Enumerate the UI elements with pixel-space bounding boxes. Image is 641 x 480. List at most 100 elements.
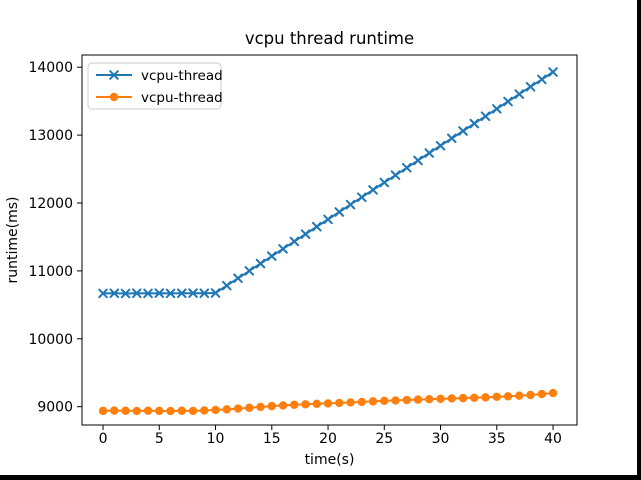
- data-point-marker-dot: [447, 394, 456, 403]
- data-point-marker-x: [334, 207, 345, 217]
- data-point-marker-x: [143, 288, 153, 299]
- data-point-marker-x: [278, 244, 288, 254]
- data-point-marker-dot: [380, 396, 389, 406]
- y-tick-label: 14000: [28, 60, 73, 76]
- y-axis-label: runtime(ms): [5, 196, 21, 284]
- data-point-marker-dot: [256, 402, 265, 412]
- data-point-marker-x: [390, 170, 401, 180]
- data-point-marker-dot: [458, 393, 468, 403]
- x-tick-label: 35: [488, 431, 506, 447]
- data-point-marker-x: [176, 288, 187, 299]
- x-tick-label: 30: [432, 431, 450, 447]
- data-point-marker-x: [368, 185, 378, 195]
- data-point-marker-x: [120, 288, 131, 299]
- x-axis-label: time(s): [304, 452, 355, 468]
- y-tick-label: 9000: [37, 400, 73, 416]
- data-point-marker-x: [266, 251, 277, 261]
- data-point-marker-dot: [166, 406, 175, 416]
- data-point-marker-dot: [233, 404, 243, 413]
- data-point-marker-x: [424, 148, 435, 158]
- data-point-marker-x: [199, 288, 210, 299]
- data-point-marker-x: [514, 89, 525, 99]
- x-tick-label: 0: [99, 431, 108, 447]
- plot-border: [81, 54, 578, 426]
- data-point-marker-dot: [526, 390, 535, 400]
- x-tick-label: 25: [375, 431, 393, 447]
- data-point-marker-dot: [335, 398, 344, 408]
- data-point-marker-x: [289, 236, 300, 247]
- data-point-marker-dot: [278, 401, 288, 410]
- data-point-marker-x: [446, 133, 457, 144]
- legend-entry-label: vcpu-thread: [141, 90, 223, 106]
- data-point-marker-x: [165, 288, 176, 299]
- data-point-marker-x: [401, 162, 412, 173]
- legend-entry-label: vcpu-thread: [141, 68, 223, 84]
- y-tick-label: 13000: [28, 128, 73, 144]
- data-point-marker-x: [480, 111, 491, 122]
- data-point-marker-x: [98, 288, 108, 299]
- data-point-marker-dot: [245, 403, 254, 412]
- data-point-marker-dot: [368, 397, 378, 406]
- legend-marker-dot: [109, 92, 119, 102]
- data-point-marker-dot: [143, 406, 153, 415]
- data-point-marker-x: [210, 288, 221, 298]
- data-point-marker-dot: [177, 406, 186, 415]
- data-point-marker-dot: [492, 392, 501, 402]
- data-point-marker-dot: [267, 401, 276, 411]
- data-point-marker-x: [413, 155, 423, 166]
- y-tick-label: 10000: [28, 332, 73, 348]
- data-point-marker-dot: [155, 406, 164, 416]
- data-point-marker-dot: [211, 405, 220, 415]
- data-point-marker-x: [131, 288, 142, 299]
- data-point-marker-x: [300, 229, 311, 239]
- data-point-marker-x: [188, 288, 198, 298]
- data-point-marker-x: [233, 273, 243, 284]
- x-tick-label: 20: [319, 431, 337, 447]
- data-point-marker-x: [345, 199, 356, 210]
- data-point-marker-x: [435, 140, 446, 151]
- data-point-marker-dot: [312, 399, 321, 409]
- data-point-marker-dot: [436, 394, 445, 403]
- y-tick-label: 12000: [28, 196, 73, 212]
- x-tick-label: 10: [207, 431, 225, 447]
- data-point-marker-dot: [98, 406, 108, 416]
- data-point-marker-dot: [357, 397, 366, 407]
- data-point-marker-dot: [515, 391, 524, 400]
- data-point-marker-dot: [188, 406, 198, 416]
- data-point-marker-x: [525, 81, 536, 92]
- data-point-marker-dot: [200, 406, 209, 415]
- chart-title: vcpu thread runtime: [244, 29, 415, 48]
- data-point-marker-dot: [391, 396, 400, 405]
- x-tick-label: 5: [155, 431, 164, 447]
- data-point-marker-dot: [110, 406, 119, 415]
- data-point-marker-dot: [323, 399, 333, 408]
- data-point-marker-x: [109, 288, 120, 299]
- data-point-marker-x: [154, 288, 165, 298]
- data-point-marker-x: [469, 118, 480, 129]
- data-point-marker-dot: [425, 395, 434, 404]
- data-point-marker-x: [458, 126, 468, 136]
- legend-marker-x: [109, 70, 119, 80]
- data-point-marker-x: [548, 67, 558, 77]
- data-point-marker-x: [503, 96, 513, 107]
- data-point-marker-dot: [290, 400, 299, 409]
- data-point-marker-dot: [346, 398, 355, 407]
- data-point-marker-x: [536, 74, 547, 85]
- data-point-marker-dot: [503, 392, 513, 401]
- data-point-marker-x: [221, 280, 232, 291]
- data-point-marker-x: [491, 104, 502, 114]
- x-tick-label: 40: [544, 431, 562, 447]
- data-point-marker-dot: [121, 406, 130, 415]
- data-point-marker-dot: [402, 395, 411, 405]
- data-point-marker-dot: [301, 400, 310, 409]
- data-point-marker-x: [244, 266, 255, 276]
- data-point-marker-x: [311, 221, 322, 232]
- y-tick-label: 11000: [28, 264, 73, 280]
- data-point-marker-x: [379, 177, 390, 188]
- data-point-marker-dot: [413, 395, 423, 404]
- data-point-marker-dot: [537, 389, 546, 399]
- data-point-marker-x: [323, 214, 333, 225]
- data-point-marker-dot: [222, 405, 231, 414]
